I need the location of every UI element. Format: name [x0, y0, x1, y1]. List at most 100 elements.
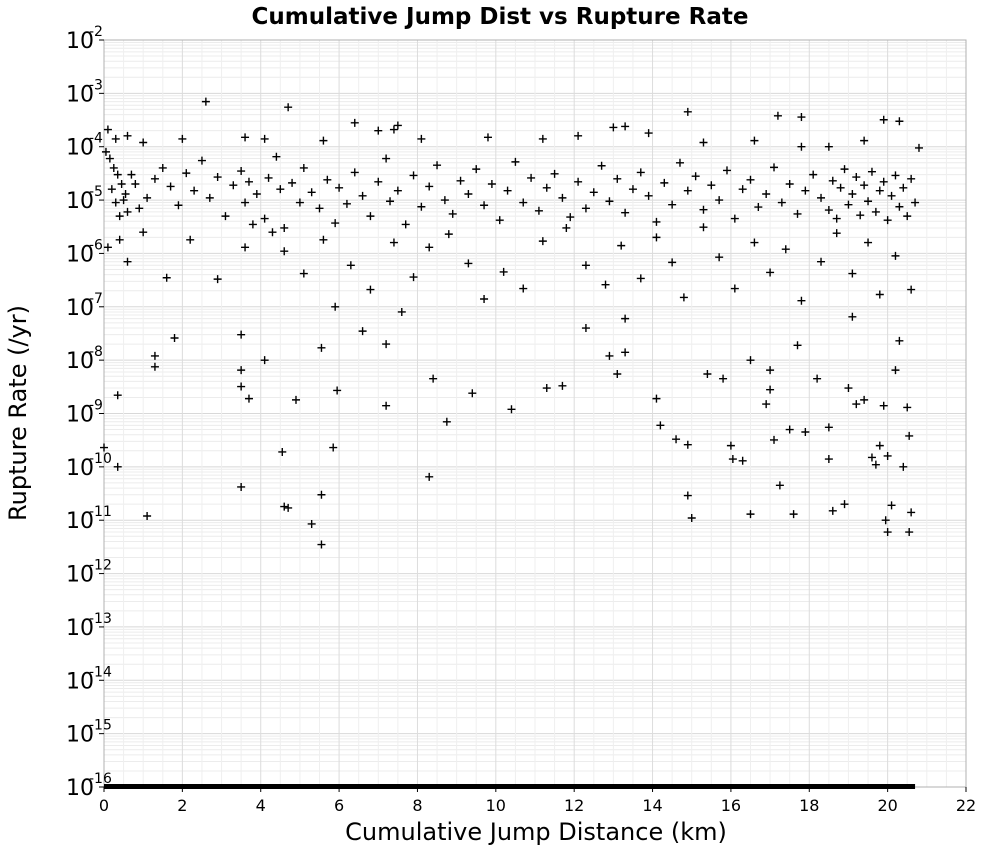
data-point [770, 163, 779, 172]
data-point [174, 201, 183, 210]
data-point [589, 188, 598, 197]
data-point [832, 214, 841, 223]
baseline-band [104, 784, 916, 789]
grid-lines [103, 40, 967, 788]
data-point [746, 510, 755, 519]
y-tick-exponent: -3 [89, 77, 103, 93]
data-points [100, 97, 923, 549]
data-point [237, 366, 246, 375]
data-point [241, 133, 250, 142]
data-point [150, 174, 159, 183]
data-point [527, 173, 536, 182]
data-point [393, 121, 402, 130]
data-point [914, 143, 923, 152]
data-point [319, 235, 328, 244]
data-point [317, 490, 326, 499]
y-tick-exponent: -8 [89, 344, 103, 360]
data-point [221, 212, 230, 221]
y-tick-label: 10 [66, 669, 94, 694]
data-point [389, 125, 398, 134]
data-point [464, 189, 473, 198]
data-point [660, 178, 669, 187]
data-point [844, 384, 853, 393]
data-point [672, 435, 681, 444]
data-point [738, 456, 747, 465]
data-point [550, 169, 559, 178]
data-point [331, 219, 340, 228]
data-point [244, 177, 253, 186]
data-point [382, 401, 391, 410]
x-axis-ticks: 0 2 4 6 8 10 12 14 16 18 20 22 [99, 787, 976, 815]
data-point [871, 207, 880, 216]
data-point [726, 441, 735, 450]
data-point [793, 341, 802, 350]
data-point [864, 197, 873, 206]
data-point [358, 191, 367, 200]
x-tick-label: 22 [956, 796, 976, 815]
data-point [143, 193, 152, 202]
data-point [613, 369, 622, 378]
data-point [644, 191, 653, 200]
data-point [213, 275, 222, 284]
data-point [272, 152, 281, 161]
data-point [280, 502, 289, 511]
data-point [907, 174, 916, 183]
data-point [299, 163, 308, 172]
data-point [911, 198, 920, 207]
data-point [566, 213, 575, 222]
data-point [464, 259, 473, 268]
data-point [542, 384, 551, 393]
data-point [382, 154, 391, 163]
data-point [299, 269, 308, 278]
data-point [139, 138, 148, 147]
x-tick-label: 2 [177, 796, 187, 815]
data-point [101, 147, 110, 156]
x-tick-label: 4 [256, 796, 266, 815]
data-point [162, 273, 171, 282]
data-point [679, 293, 688, 302]
data-point [264, 173, 273, 182]
y-tick-label: 10 [66, 723, 94, 748]
data-point [703, 369, 712, 378]
data-point [891, 251, 900, 260]
data-point [907, 285, 916, 294]
data-point [856, 211, 865, 220]
data-point [621, 348, 630, 357]
data-point [728, 455, 737, 464]
data-point [440, 196, 449, 205]
data-point [777, 198, 786, 207]
data-point [117, 180, 126, 189]
data-point [284, 103, 293, 112]
data-point [770, 435, 779, 444]
data-point [158, 163, 167, 172]
y-tick-exponent: -14 [89, 664, 112, 680]
data-point [499, 267, 508, 276]
data-point [538, 237, 547, 246]
data-point [628, 185, 637, 194]
y-tick-label: 10 [66, 616, 94, 641]
data-point [750, 238, 759, 247]
y-tick-label: 10 [66, 456, 94, 481]
data-point [562, 223, 571, 232]
x-tick-label: 8 [412, 796, 422, 815]
data-point [903, 403, 912, 412]
data-point [797, 296, 806, 305]
y-axis-label: Rupture Rate (/yr) [4, 305, 32, 521]
data-point [113, 170, 122, 179]
data-point [350, 168, 359, 177]
data-point [844, 200, 853, 209]
data-point [456, 176, 465, 185]
data-point [429, 374, 438, 383]
data-point [127, 170, 136, 179]
data-point [722, 166, 731, 175]
data-point [135, 204, 144, 213]
data-point [883, 216, 892, 225]
data-point [895, 117, 904, 126]
data-point [409, 273, 418, 282]
data-point [417, 134, 426, 143]
data-point [558, 381, 567, 390]
data-point [237, 330, 246, 339]
data-point [719, 374, 728, 383]
data-point [907, 508, 916, 517]
data-point [276, 185, 285, 194]
